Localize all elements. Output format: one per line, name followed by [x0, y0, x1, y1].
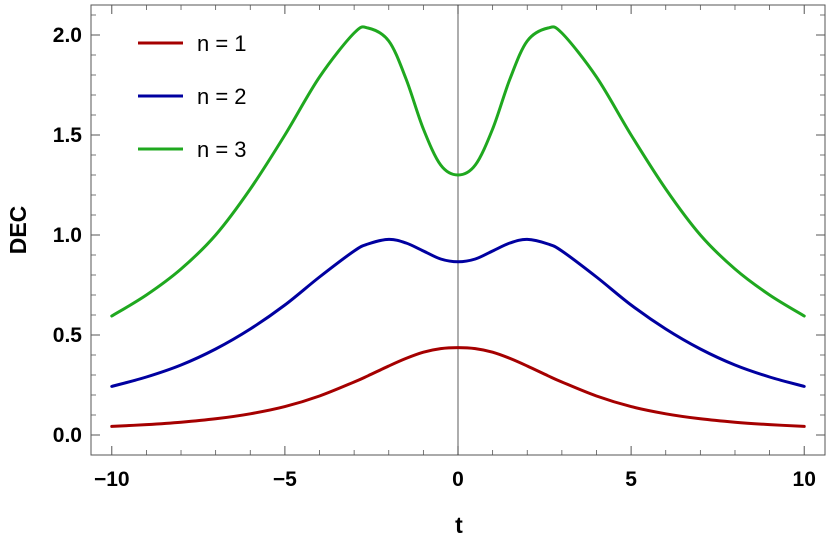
series-line-n2: [110, 237, 806, 388]
series-layer: [110, 25, 806, 428]
x-tick-label: −10: [94, 468, 130, 491]
x-tick-label: 0: [452, 468, 464, 491]
y-axis-label: DEC: [5, 206, 31, 255]
y-tick-label: 2.0: [53, 24, 82, 47]
x-tick-label: 5: [625, 468, 637, 491]
y-tick-label: 0.5: [53, 324, 83, 347]
legend-label-n3: n = 3: [197, 137, 247, 162]
series-line-n3: [110, 25, 806, 318]
legend-label-n1: n = 1: [197, 31, 247, 56]
x-axis-label: t: [455, 512, 463, 538]
series-line-n1: [110, 346, 806, 428]
legend: n = 1 n = 2 n = 3: [138, 31, 247, 162]
axis-ticks: −10 −5 0 5 10 0.0 0.5 1.0 1.5 2.0: [53, 5, 825, 491]
x-tick-label: −5: [273, 468, 297, 491]
y-tick-label: 1.0: [53, 224, 82, 247]
y-tick-label: 1.5: [53, 124, 83, 147]
y-tick-label: 0.0: [53, 424, 82, 447]
legend-label-n2: n = 2: [197, 84, 247, 109]
x-tick-label: 10: [793, 468, 816, 491]
